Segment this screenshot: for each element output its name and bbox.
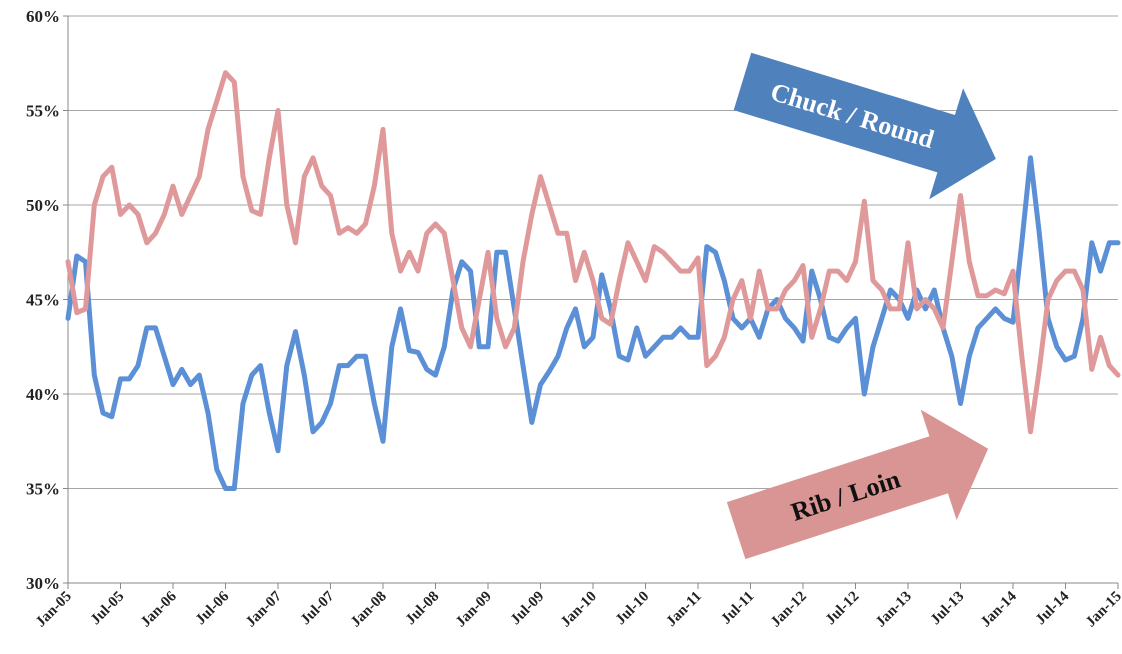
- x-tick-label: Jan-14: [978, 588, 1020, 630]
- y-tick-label: 40%: [26, 385, 60, 404]
- y-tick-label: 35%: [26, 480, 60, 499]
- x-tick-label: Jul-09: [508, 589, 548, 629]
- x-tick-label: Jul-07: [298, 588, 338, 628]
- series-line: [65, 70, 1121, 435]
- y-tick-label: 45%: [26, 291, 60, 310]
- x-tick-label: Jan-10: [558, 589, 600, 631]
- x-tick-label: Jan-12: [768, 589, 810, 631]
- x-tick-label: Jul-06: [193, 588, 233, 628]
- x-tick-label: Jan-07: [243, 588, 285, 630]
- x-tick-label: Jan-06: [138, 588, 180, 630]
- x-tick-label: Jan-13: [873, 589, 915, 631]
- x-tick-label: Jul-10: [613, 589, 653, 629]
- y-tick-label: 60%: [26, 7, 60, 26]
- x-tick-label: Jul-05: [88, 589, 128, 629]
- x-tick-label: Jan-09: [453, 589, 495, 631]
- y-tick-label: 50%: [26, 196, 60, 215]
- x-tick-label: Jan-08: [348, 589, 390, 631]
- annotation-arrow: [726, 409, 989, 560]
- x-tick-label: Jul-12: [823, 589, 863, 629]
- x-tick-label: Jan-15: [1083, 589, 1122, 631]
- chuck-round-annotation: Chuck / Round: [733, 52, 996, 200]
- x-tick-label: Jan-05: [33, 589, 75, 631]
- plot-area: 30% 35% 40% 45% 50% 55% 60% Jan-05 Jul-05 Jan-06 J…: [26, 7, 1122, 630]
- y-tick-label: 55%: [26, 102, 60, 121]
- annotation-arrow: [733, 52, 996, 200]
- x-tick-label: Jul-13: [928, 589, 968, 629]
- rib-loin-annotation: Rib / Loin: [726, 409, 989, 560]
- x-tick-label: Jul-14: [1033, 588, 1073, 628]
- y-tick-label: 30%: [26, 574, 60, 593]
- x-tick-label: Jan-11: [663, 589, 704, 630]
- x-tick-label: Jul-08: [403, 589, 443, 629]
- x-tick-label: Jul-11: [718, 589, 757, 628]
